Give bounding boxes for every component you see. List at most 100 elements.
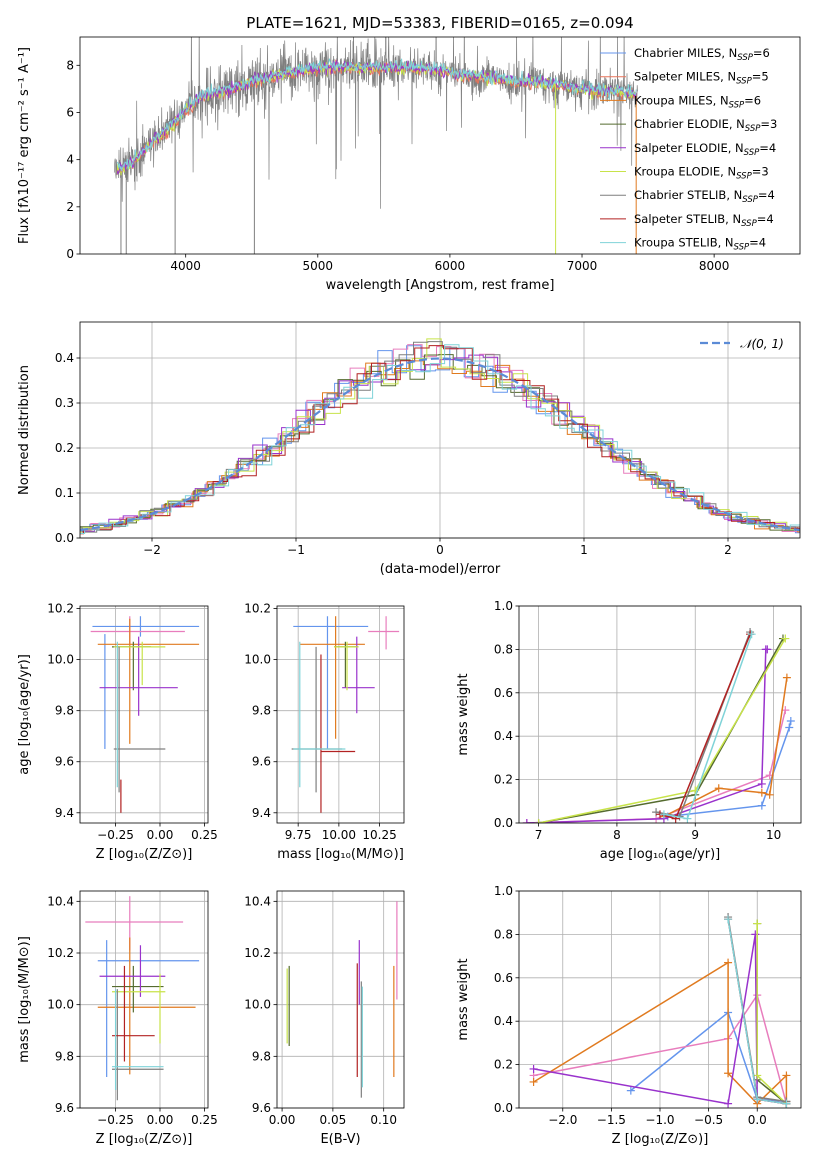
x-axis-label: (data-model)/error [380, 562, 501, 577]
mass-weight-vs-z-series [529, 913, 791, 1108]
legend-label-0: Chabrier MILES, NSSP=6 [634, 46, 770, 63]
series-marker-0-2 [785, 723, 794, 732]
y-tick-label-1: 2 [66, 200, 74, 214]
axes-frame [276, 605, 405, 824]
x-tick-label-0: −0.25 [97, 1113, 134, 1127]
series-marker-4-1 [724, 1099, 733, 1108]
x-tick-label-2: 0 [436, 543, 444, 557]
series-marker-4-2 [751, 930, 760, 939]
series-marker-8-2 [782, 1099, 791, 1108]
legend-label-normal: 𝒩(0, 1) [740, 337, 784, 351]
mass-vs-z-panel: −0.25 0.00 0.25 9.6 9.8 10.0 10.2 10.4 Z [log₁₀(… [17, 890, 218, 1147]
y-tick-label-1: 9.8 [252, 1049, 271, 1063]
axes-frame [276, 890, 405, 1109]
series-line-7 [659, 633, 751, 820]
x-tick-label-0: 0.00 [269, 1113, 296, 1127]
x-tick-label-1: 10.00 [322, 828, 356, 842]
series-marker-4-2 [757, 779, 766, 788]
y-tick-label-1: 0.1 [55, 486, 74, 500]
y-tick-label-0: 9.6 [252, 1101, 271, 1115]
series-line-2 [533, 961, 788, 1105]
y-tick-label-3: 10.0 [244, 653, 271, 667]
mass-weight-vs-age-panel: 7 8 9 10 0.0 0.2 0.4 0.6 0.8 1.0 age [log₁₀(age/yr… [456, 599, 802, 862]
x-tick-label-0: 9.75 [285, 828, 312, 842]
age-vs-z-points [90, 616, 200, 813]
x-tick-label-3: 1 [580, 543, 588, 557]
x-tick-label-4: 2 [724, 543, 732, 557]
series-marker-5-1 [753, 1071, 762, 1080]
y-axis-label: age [log₁₀(age/yr)] [17, 654, 32, 775]
y-tick-label-2: 0.4 [494, 729, 513, 743]
mass-vs-ebv-points [286, 901, 398, 1098]
x-tick-label-3: 7000 [567, 259, 598, 273]
x-tick-label-1: 5000 [303, 259, 334, 273]
series-marker-2-1 [724, 958, 733, 967]
y-axis-label: mass [log₁₀(M/M⊙)] [17, 936, 32, 1063]
x-tick-label-2: 9 [691, 828, 699, 842]
x-tick-label-2: 0.25 [191, 828, 218, 842]
series-marker-4-4 [763, 645, 772, 654]
x-axis-label: Z [log₁₀(Z/Z⊙)] [612, 1132, 709, 1147]
mass-vs-ebv-panel: 0.00 0.05 0.10 9.6 9.8 10.0 10.2 10.4 E(B-V) [244, 890, 405, 1147]
normal-curve [80, 357, 800, 532]
series-marker-2-4 [782, 1071, 791, 1080]
x-tick-label-2: 10.25 [362, 828, 396, 842]
series-marker-2-0 [529, 1077, 538, 1086]
x-tick-label-1: 0.00 [147, 1113, 174, 1127]
y-tick-label-0: 9.6 [55, 1101, 74, 1115]
x-axis-label: wavelength [Angstrom, rest frame] [326, 278, 555, 293]
y-tick-label-3: 10.0 [47, 653, 74, 667]
spectrum-legend: Chabrier MILES, NSSP=6 Salpeter MILES, NS… [600, 46, 777, 253]
series-marker-5-0 [753, 919, 762, 928]
series-marker-4-0 [529, 1064, 538, 1073]
y-tick-label-3: 0.6 [494, 686, 513, 700]
y-tick-label-3: 10.2 [47, 946, 74, 960]
series-line-0 [630, 1011, 787, 1103]
age-vs-mass-panel: 9.75 10.00 10.25 9.4 9.6 9.8 10.0 10.2 mass [log… [244, 602, 405, 862]
x-tick-label-4: 0.0 [748, 1113, 767, 1127]
histogram-step-kroupa_stelib [80, 344, 800, 534]
series-marker-0-1 [757, 801, 766, 810]
legend-label-7: Salpeter STELIB, NSSP=4 [634, 212, 774, 229]
series-line-3 [538, 638, 784, 823]
y-axis-label: mass weight [456, 958, 471, 1040]
series-marker-2-4 [782, 673, 791, 682]
y-axis-label: Flux [fλ10⁻¹⁷ erg cm⁻² s⁻¹ A⁻¹] [17, 47, 32, 244]
x-tick-label-0: −2.0 [548, 1113, 577, 1127]
legend-label-1: Salpeter MILES, NSSP=5 [634, 70, 769, 87]
x-axis-label: E(B-V) [320, 1132, 360, 1147]
legend-label-5: Kroupa ELODIE, NSSP=3 [634, 165, 769, 182]
y-tick-label-1: 9.6 [55, 755, 74, 769]
x-tick-label-0: −0.25 [97, 828, 134, 842]
age-vs-mass-points [291, 616, 400, 813]
x-tick-label-3: 10 [766, 828, 781, 842]
y-tick-label-0: 0.0 [55, 531, 74, 545]
y-tick-label-0: 9.4 [252, 806, 271, 820]
y-tick-label-1: 0.2 [494, 1058, 513, 1072]
spectrum-panel: 4000 5000 6000 7000 8000 0 2 4 6 8 wavelength [Ang… [17, 14, 801, 293]
x-tick-label-1: −1.5 [597, 1113, 626, 1127]
y-tick-label-1: 0.2 [494, 773, 513, 787]
series-marker-8-2 [747, 630, 756, 639]
x-tick-label-0: 7 [535, 828, 543, 842]
y-tick-label-0: 9.4 [55, 806, 74, 820]
y-tick-label-4: 10.4 [47, 894, 74, 908]
axes-frame [79, 890, 209, 1109]
x-tick-label-1: 0.05 [320, 1113, 347, 1127]
y-tick-label-3: 0.6 [494, 971, 513, 985]
x-axis-label: Z [log₁₀(Z/Z⊙)] [96, 1132, 193, 1147]
x-tick-label-2: 0.10 [370, 1113, 397, 1127]
mass-vs-z-points [85, 896, 200, 1101]
y-tick-label-3: 0.3 [55, 396, 74, 410]
series-marker-2-1 [714, 784, 723, 793]
y-tick-label-2: 9.8 [252, 704, 271, 718]
age-vs-z-panel: −0.25 0.00 0.25 9.4 9.6 9.8 10.0 10.2 Z [log₁₀(Z… [17, 602, 218, 862]
legend-label-3: Chabrier ELODIE, NSSP=3 [634, 117, 777, 134]
x-axis-label: age [log₁₀(age/yr)] [600, 847, 721, 862]
series-marker-8-0 [724, 915, 733, 924]
axes-frame [518, 605, 802, 824]
series-marker-8-1 [753, 1095, 762, 1104]
series-line-0 [667, 720, 792, 818]
axes-frame [79, 36, 801, 255]
x-tick-label-0: −2 [143, 543, 161, 557]
